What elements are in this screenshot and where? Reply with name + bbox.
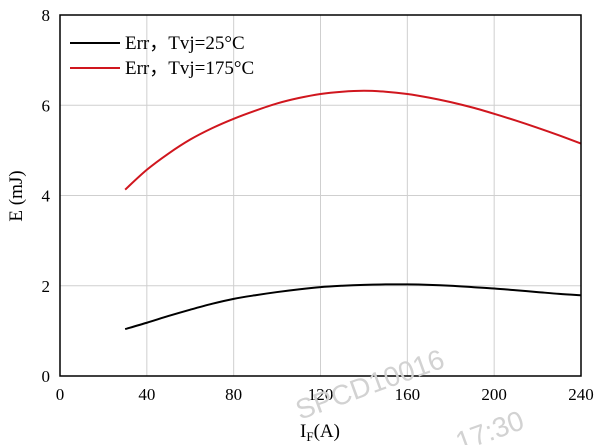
series-layer (124, 89, 582, 331)
y-tick-label-2: 2 (42, 277, 51, 296)
x-axis-title: IF(A) (300, 421, 340, 444)
y-axis-title: E (mJ) (6, 170, 27, 221)
x-tick-label-160: 160 (395, 385, 421, 404)
x-axis-title-rest: (A) (314, 421, 340, 442)
series-line-0 (124, 283, 582, 331)
x-tick-label-200: 200 (481, 385, 507, 404)
x-axis-title-main: I (300, 421, 306, 442)
y-tick-label-0: 0 (42, 367, 51, 386)
y-axis-ticks: 0 2 4 6 8 (42, 6, 51, 386)
legend-label-25c: Err，Tvj=25°C (125, 33, 245, 54)
series-line-1 (124, 89, 582, 191)
y-tick-label-4: 4 (42, 187, 51, 206)
x-axis-title-subscript: F (306, 429, 313, 444)
grid (60, 15, 581, 376)
y-tick-label-6: 6 (42, 96, 51, 115)
x-tick-label-80: 80 (225, 385, 242, 404)
x-axis-ticks: 0 40 80 120 160 200 240 (56, 385, 594, 404)
x-tick-label-120: 120 (308, 385, 334, 404)
watermark-time: 17:30 (451, 405, 527, 445)
legend: Err，Tvj=25°C Err，Tvj=175°C (70, 33, 254, 79)
x-tick-label-40: 40 (138, 385, 155, 404)
y-tick-label-8: 8 (42, 6, 51, 25)
legend-label-175c: Err，Tvj=175°C (125, 58, 254, 79)
x-tick-label-0: 0 (56, 385, 65, 404)
x-tick-label-240: 240 (568, 385, 594, 404)
plot-frame (59, 14, 582, 377)
